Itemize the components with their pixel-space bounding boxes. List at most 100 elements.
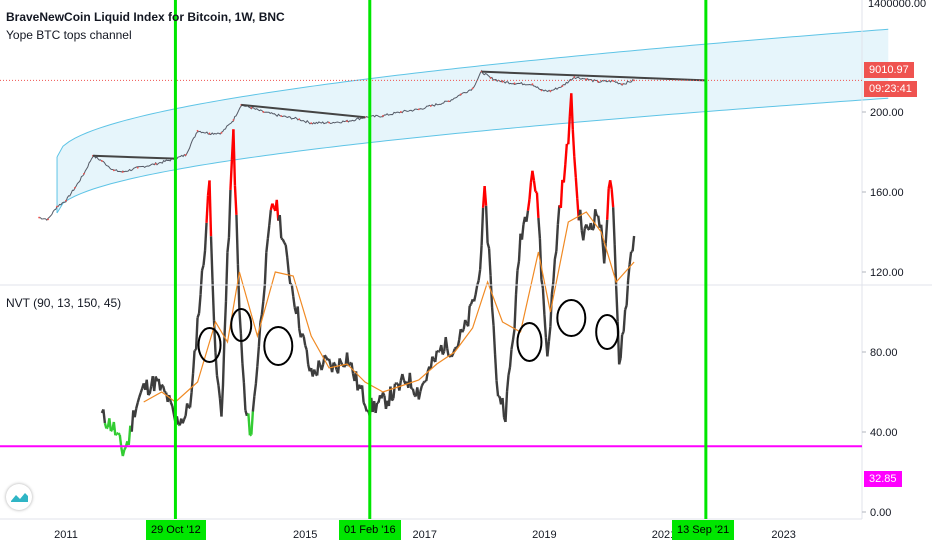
nvt-segment <box>175 416 180 425</box>
nvt-axis-tick: 80.00 <box>870 347 898 359</box>
time-axis-tick: 2019 <box>532 529 556 541</box>
time-axis-tick: 2011 <box>54 529 78 541</box>
nvt-segment <box>537 217 542 239</box>
price-point <box>184 154 187 156</box>
nvt-segment <box>466 305 471 327</box>
nvt-segment <box>510 339 515 350</box>
nvt-segment <box>468 303 473 307</box>
price-point <box>531 83 534 86</box>
nvt-segment <box>350 362 355 374</box>
nvt-segment <box>226 237 231 253</box>
nvt-segment <box>112 421 117 436</box>
nvt-segment <box>436 349 439 353</box>
nvt-segment <box>190 373 195 393</box>
nvt-segment <box>139 387 144 394</box>
nvt-segment <box>461 328 465 333</box>
price-point <box>208 132 211 135</box>
logo-icon <box>11 493 28 502</box>
nvt-segment <box>362 402 367 407</box>
nvt-segment <box>232 129 237 186</box>
nvt-segment <box>171 405 176 415</box>
nvt-segment <box>547 326 552 342</box>
nvt-segment <box>254 366 259 384</box>
nvt-segment <box>235 214 240 265</box>
nvt-segment <box>148 385 153 394</box>
nvt-segment <box>145 379 150 396</box>
nvt-segment <box>203 222 208 251</box>
nvt-segment <box>444 336 449 349</box>
nvt-segment <box>555 224 560 252</box>
nvt-segment <box>390 397 395 402</box>
nvt-segment <box>239 333 244 364</box>
nvt-segment <box>573 156 577 178</box>
price-point <box>47 218 49 221</box>
nvt-segment <box>540 279 545 289</box>
nvt-segment <box>617 357 622 365</box>
price-point <box>561 85 564 88</box>
countdown-label: 09:23:41 <box>864 81 917 97</box>
nvt-segment <box>292 296 296 308</box>
nvt-segment <box>199 270 204 295</box>
nvt-axis-tick: 40.00 <box>870 427 898 439</box>
nvt-segment <box>221 337 226 386</box>
nvt-segment <box>280 237 284 241</box>
nvt-segment <box>200 264 205 271</box>
nvt-segment <box>562 164 567 183</box>
nvt-segment <box>283 242 287 246</box>
nvt-segment <box>541 288 546 315</box>
trendline-2 <box>241 103 366 119</box>
nvt-segment <box>209 236 214 281</box>
nvt-segment <box>628 251 633 265</box>
nvt-segment <box>136 396 141 403</box>
nvt-segment <box>123 446 127 451</box>
nvt-segment <box>191 350 196 374</box>
nvt-segment <box>133 408 138 418</box>
nvt-segment <box>117 432 121 436</box>
nvt-segment <box>301 332 305 337</box>
nvt-segment <box>472 294 477 302</box>
price-point <box>540 89 543 92</box>
price-point <box>136 166 139 169</box>
nvt-segment <box>313 369 317 375</box>
nvt-segment <box>194 317 199 350</box>
trendline-1 <box>92 154 176 160</box>
price-point <box>220 131 223 134</box>
nvt-segment <box>480 207 485 246</box>
nvt-segment <box>105 426 109 430</box>
price-point <box>262 111 265 113</box>
tradingview-logo[interactable] <box>6 484 32 510</box>
nvt-signal-line <box>143 211 635 403</box>
nvt-segment <box>169 401 174 407</box>
price-point <box>298 118 301 121</box>
nvt-segment <box>525 210 530 222</box>
price-point <box>328 121 331 124</box>
nvt-segment <box>217 385 222 400</box>
nvt-segment <box>411 388 416 396</box>
price-point <box>38 216 40 219</box>
peak-circle-2 <box>230 308 253 342</box>
nvt-segment <box>398 380 403 391</box>
nvt-axis-tick: 120.00 <box>870 267 904 279</box>
peak-circle-1 <box>197 327 222 363</box>
nvt-segment <box>611 207 616 245</box>
nvt-segment <box>564 143 569 165</box>
nvt-segment <box>610 189 615 208</box>
nvt-segment <box>114 432 118 437</box>
time-axis-tick: 2015 <box>293 529 317 541</box>
nvt-segment <box>253 383 258 397</box>
nvt-segment <box>478 245 483 270</box>
nvt-indicator-label[interactable]: NVT (90, 13, 150, 45) <box>6 296 122 310</box>
nvt-segment <box>181 418 186 424</box>
nvt-segment <box>571 129 576 157</box>
nvt-segment <box>437 350 441 353</box>
nvt-segment <box>263 252 268 286</box>
nvt-segment <box>456 339 461 348</box>
nvt-segment <box>284 244 289 258</box>
nvt-segment <box>162 385 166 393</box>
channel-indicator-label[interactable]: Yope BTC tops channel <box>6 28 132 42</box>
nvt-segment <box>450 353 455 358</box>
peak-circle-4 <box>516 322 543 362</box>
nvt-segment <box>323 354 328 358</box>
price-point <box>112 169 115 172</box>
